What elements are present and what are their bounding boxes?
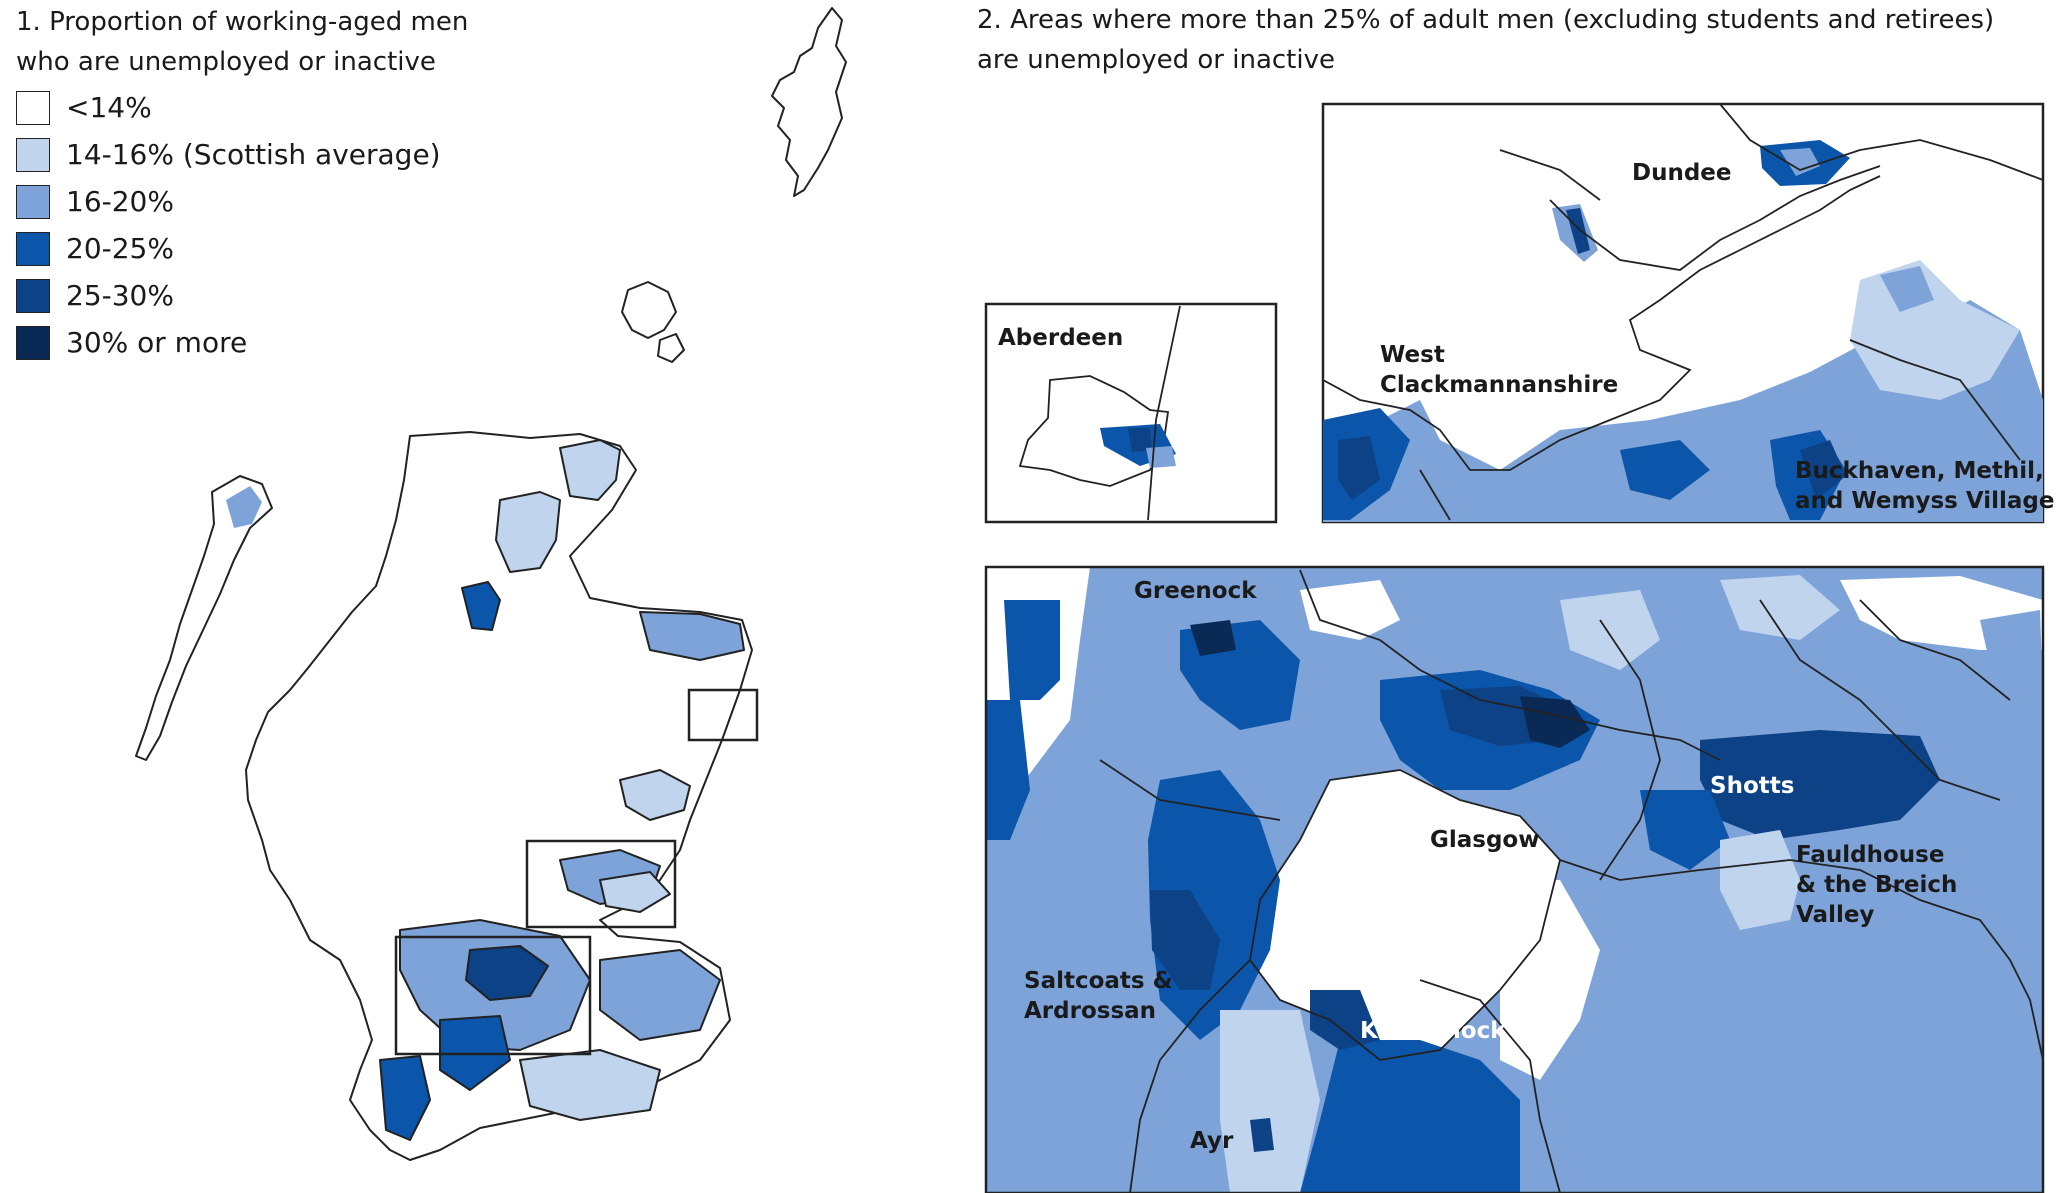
- orkney-islands: [621, 281, 677, 339]
- label-greenock: Greenock: [1134, 578, 1257, 604]
- label-fauldhouse-line1: Fauldhouse: [1796, 842, 1944, 868]
- map1-title: 1. Proportion of working-aged men who ar…: [16, 2, 516, 82]
- region-aberdeenshire-north: [639, 611, 745, 661]
- map1-title-line2: who are unemployed or inactive: [16, 47, 436, 77]
- region-glasgow-core: [465, 945, 549, 1001]
- label-saltcoats-line1: Saltcoats &: [1024, 968, 1173, 994]
- region-caithness: [559, 439, 621, 501]
- legend-item: 16-20%: [16, 178, 441, 225]
- dundee-fife-inset: Dundee West Clackmannanshire Buckhaven, …: [1321, 102, 2055, 524]
- legend-swatch: [16, 278, 50, 313]
- legend: <14% 14-16% (Scottish average) 16-20% 20…: [16, 84, 441, 366]
- label-dundee: Dundee: [1632, 160, 1732, 186]
- map2-title-line2: are unemployed or inactive: [977, 45, 1335, 75]
- locator-box-dundee-fife: [525, 839, 677, 929]
- shetland-islands: [771, 7, 847, 197]
- legend-label: 16-20%: [66, 185, 174, 218]
- region-borders: [599, 949, 721, 1041]
- aberdeen-inset: Aberdeen: [984, 302, 1278, 524]
- legend-swatch: [16, 231, 50, 266]
- region-dumfries: [519, 1049, 661, 1121]
- locator-box-aberdeen: [687, 688, 759, 742]
- lewis-highlight: [226, 486, 262, 528]
- legend-swatch: [16, 90, 50, 125]
- label-buckhaven-line1: Buckhaven, Methil,: [1795, 458, 2044, 484]
- label-glasgow: Glasgow: [1430, 827, 1540, 853]
- legend-item: <14%: [16, 84, 441, 131]
- scotland-map: [135, 7, 847, 1161]
- region-aberdeen-inset-area: [619, 769, 691, 821]
- label-fauldhouse-line2: & the Breich: [1796, 872, 1957, 898]
- label-west-clack-line2: Clackmannanshire: [1380, 372, 1618, 398]
- label-fauldhouse-line3: Valley: [1796, 902, 1874, 928]
- label-ayr: Ayr: [1190, 1128, 1234, 1154]
- map2-title: 2. Areas where more than 25% of adult me…: [977, 0, 2037, 80]
- label-saltcoats-line2: Ardrossan: [1024, 998, 1156, 1024]
- region-sutherland-east: [495, 491, 561, 573]
- region-moray-firth: [461, 581, 501, 631]
- label-aberdeen: Aberdeen: [998, 325, 1123, 351]
- legend-label: 20-25%: [66, 232, 174, 265]
- legend-label: <14%: [66, 91, 152, 124]
- legend-label: 14-16% (Scottish average): [66, 138, 441, 171]
- legend-label: 30% or more: [66, 326, 248, 359]
- map1-title-line1: 1. Proportion of working-aged men: [16, 7, 469, 37]
- label-buckhaven-line2: and Wemyss Village: [1795, 488, 2055, 514]
- inset-maps: Aberdeen Dundee West Clackmannanshire Bu…: [984, 102, 2055, 1193]
- glasgow-inset: Greenock Glasgow Shotts Fauldhouse & the…: [984, 565, 2045, 1193]
- outer-hebrides: [135, 475, 273, 761]
- legend-swatch: [16, 184, 50, 219]
- map2-title-line1: 2. Areas where more than 25% of adult me…: [977, 5, 1995, 35]
- legend-item: 30% or more: [16, 319, 441, 366]
- orkney-islands: [657, 333, 685, 363]
- label-west-clack-line1: West: [1380, 342, 1445, 368]
- locator-box-glasgow: [394, 935, 592, 1056]
- legend-item: 20-25%: [16, 225, 441, 272]
- legend-swatch: [16, 325, 50, 360]
- label-shotts: Shotts: [1710, 773, 1794, 799]
- label-kilmarnock: Kilmarnock: [1360, 1018, 1506, 1044]
- region-fife: [599, 871, 671, 913]
- region-galloway: [379, 1055, 431, 1141]
- legend-item: 14-16% (Scottish average): [16, 131, 441, 178]
- legend-swatch: [16, 137, 50, 172]
- legend-label: 25-30%: [66, 279, 174, 312]
- legend-item: 25-30%: [16, 272, 441, 319]
